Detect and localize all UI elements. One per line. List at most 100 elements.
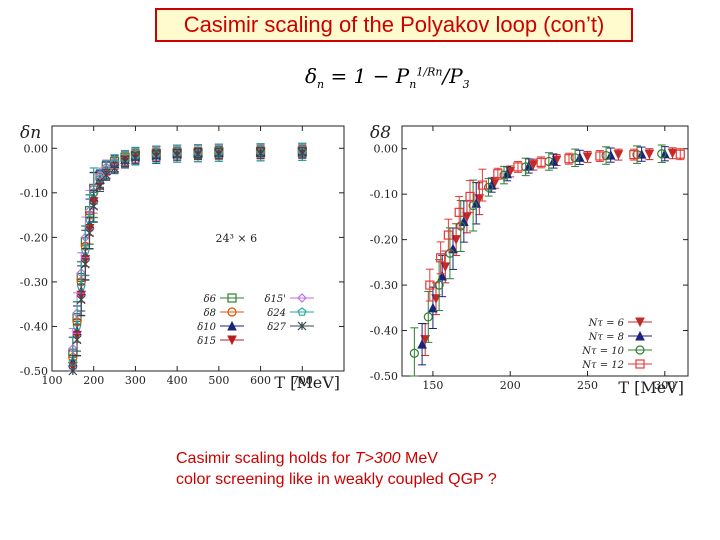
- data-point: [548, 155, 559, 166]
- data-point: [423, 312, 433, 322]
- data-point: [468, 200, 478, 211]
- legend-marker: [297, 307, 307, 316]
- data-point: [110, 163, 119, 173]
- y-axis-label: δ8: [370, 123, 391, 143]
- legend-label: δ6: [204, 294, 217, 305]
- legend-marker: [227, 335, 237, 346]
- legend-label: δ15': [265, 294, 287, 305]
- legend-marker: [227, 293, 237, 303]
- data-point: [436, 253, 446, 263]
- data-point: [193, 149, 203, 159]
- data-point: [440, 262, 451, 273]
- data-point: [582, 152, 593, 163]
- data-point: [675, 149, 685, 159]
- data-point: [417, 339, 427, 349]
- data-point: [85, 228, 94, 238]
- data-point: [456, 221, 466, 231]
- data-point: [570, 153, 580, 163]
- data-point: [72, 335, 82, 345]
- plot-frame: [51, 125, 345, 372]
- conclusion-note: Casimir scaling holds for T>300 MeV colo…: [176, 448, 636, 490]
- data-point: [477, 180, 487, 190]
- data-point: [101, 170, 111, 180]
- data-point: [409, 348, 419, 358]
- x-tick-label: 250: [577, 379, 598, 392]
- formula-sub-n: n: [317, 78, 325, 91]
- data-point: [462, 212, 472, 223]
- legend: δ6 δ8 δ10 δ15 δ15' δ24 δ27: [197, 293, 314, 347]
- legend-label: Nτ = 6: [588, 318, 625, 329]
- data-point: [443, 230, 453, 240]
- series-6: [68, 146, 307, 376]
- legend-label: δ27: [267, 322, 286, 333]
- data-point: [657, 149, 667, 159]
- legend-label: δ10: [197, 322, 216, 333]
- data-point: [151, 151, 161, 161]
- data-point: [131, 153, 140, 163]
- legend-marker: [635, 345, 645, 355]
- data-point: [214, 149, 224, 159]
- x-axis-label: T [MeV]: [618, 378, 684, 397]
- data-point: [297, 148, 307, 158]
- data-point: [636, 149, 647, 159]
- legend-marker: [227, 307, 237, 317]
- y-tick-label: -0.10: [370, 188, 398, 201]
- series-3: [425, 148, 685, 302]
- y-axis-label: δn: [20, 123, 41, 143]
- legend-marker: [227, 320, 237, 331]
- data-point: [425, 280, 435, 290]
- x-tick-label: 700: [292, 374, 313, 387]
- data-point: [459, 216, 469, 226]
- x-tick-label: 300: [125, 374, 146, 387]
- data-point: [454, 207, 464, 217]
- legend-label: Nτ = 8: [588, 332, 624, 343]
- x-tick-label: 150: [422, 379, 443, 392]
- delta-formula: δn = 1 − Pn1/Rn/P3: [305, 64, 505, 91]
- formula-sub-3: 3: [462, 78, 470, 91]
- data-point: [574, 152, 585, 162]
- y-tick-label: 0.00: [374, 143, 399, 156]
- y-tick-label: -0.50: [20, 365, 48, 378]
- x-tick-label: 500: [208, 374, 229, 387]
- legend: Nτ = 6 Nτ = 8 Nτ = 10 Nτ = 12: [581, 317, 652, 371]
- formula-delta: δ: [305, 64, 318, 88]
- legend-marker: [297, 321, 307, 331]
- y-tick-label: -0.30: [20, 276, 48, 289]
- legend-label: δ24: [267, 308, 286, 319]
- data-point: [89, 201, 99, 211]
- data-point: [595, 151, 605, 161]
- formula-sub-n2: n: [409, 78, 417, 91]
- y-tick-label: -0.10: [20, 187, 48, 200]
- x-axis-label: T [MeV]: [274, 373, 340, 392]
- plot-frame: [401, 125, 689, 377]
- x-tick-label: 200: [83, 374, 104, 387]
- legend-marker: [635, 359, 645, 369]
- data-point: [172, 150, 182, 160]
- y-tick-label: -0.40: [370, 325, 398, 338]
- data-point: [76, 295, 86, 305]
- y-tick-label: -0.30: [370, 279, 398, 292]
- data-point: [474, 194, 485, 204]
- y-tick-label: -0.40: [20, 320, 48, 333]
- data-point: [80, 259, 90, 269]
- data-point: [428, 302, 438, 313]
- data-point: [513, 162, 523, 172]
- data-point: [120, 157, 130, 167]
- legend-label: δ15: [197, 336, 216, 347]
- formula-tail: /P: [442, 64, 463, 88]
- data-point: [601, 150, 611, 161]
- legend-label: Nτ = 12: [581, 360, 624, 371]
- note-line-2: color screening like in weakly coupled Q…: [176, 471, 497, 488]
- annotation: 24³ × 6: [216, 232, 258, 245]
- delta-8-chart: 0.00 -0.10 -0.20 -0.30 -0.40 -0.50 150 200 250 30…: [370, 123, 689, 397]
- x-tick-label: 300: [654, 379, 675, 392]
- legend-marker: [635, 330, 645, 341]
- data-point: [605, 149, 616, 160]
- data-point: [644, 149, 655, 160]
- data-point: [536, 157, 546, 167]
- y-tick-label: -0.20: [20, 231, 48, 244]
- note-line-1: Casimir scaling holds for T>300 MeV: [176, 450, 438, 467]
- series-2: [409, 144, 667, 377]
- data-point: [629, 150, 639, 160]
